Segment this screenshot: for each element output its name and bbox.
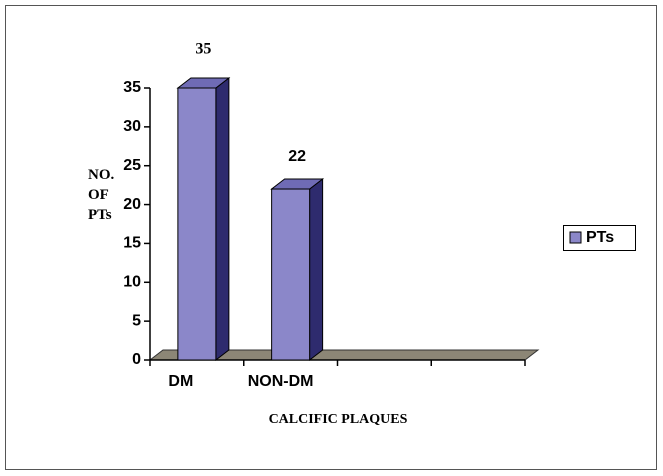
y-axis-label: NO. OF PTs	[88, 167, 115, 223]
y-tick-label: 10	[123, 274, 141, 291]
bar-side	[309, 178, 324, 362]
value-label: 35	[195, 41, 211, 58]
bar-side	[215, 76, 230, 362]
legend-swatch	[569, 231, 582, 244]
y-tick-label: 30	[123, 118, 141, 135]
y-tick-label: 0	[132, 351, 141, 368]
value-label: 22	[288, 148, 306, 165]
bar	[271, 188, 311, 361]
y-tick-label: 20	[123, 196, 141, 213]
x-axis-label: CALCIFIC PLAQUES	[269, 412, 408, 427]
legend-label: PTs	[586, 229, 614, 246]
bar	[177, 87, 217, 361]
y-tick-label: 35	[123, 79, 141, 96]
y-tick-label: 5	[132, 312, 141, 329]
y-tick-label: 25	[123, 157, 141, 174]
x-tick-label: NON-DM	[248, 373, 314, 390]
x-tick-label: DM	[168, 373, 193, 390]
chart-border	[5, 5, 657, 470]
y-tick-label: 15	[123, 235, 141, 252]
